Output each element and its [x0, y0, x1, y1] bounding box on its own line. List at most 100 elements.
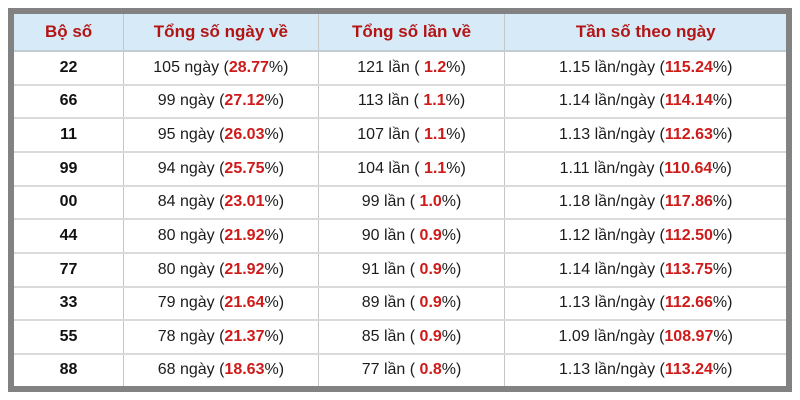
frequency-cell: 1.13 lần/ngày (113.24%) [504, 352, 786, 386]
frequency-cell: 1.18 lần/ngày (117.86%) [504, 184, 786, 220]
cell-text: 80 ngày ( [157, 227, 225, 245]
cell-text: 80 ngày ( [157, 260, 225, 278]
total-times-cell: 104 lần ( 1.1%) [317, 150, 505, 186]
cell-text: %) [712, 260, 733, 278]
total-times-cell: 90 lần ( 0.9%) [317, 218, 505, 253]
pair-number-cell: 00 [14, 184, 124, 220]
percent-value: 0.9 [419, 328, 442, 346]
cell-text: %) [264, 361, 285, 379]
cell-text: 1.13 lần/ngày ( [558, 126, 665, 144]
cell-text: 78 ngày ( [157, 328, 225, 346]
percent-value: 113.24 [664, 361, 713, 379]
percent-value: 112.66 [664, 294, 713, 312]
pair-number-cell: 55 [14, 319, 124, 354]
pair-number-cell: 99 [14, 150, 124, 186]
percent-value: 21.37 [224, 328, 265, 346]
cell-text: %) [441, 294, 462, 312]
cell-text: %) [264, 126, 285, 144]
cell-text: 107 lần ( [357, 126, 424, 144]
percent-value: 112.63 [664, 126, 713, 144]
percent-value: 108.97 [664, 328, 714, 346]
cell-text: 1.14 lần/ngày ( [558, 260, 665, 278]
pair-number-cell: 77 [14, 251, 124, 287]
frequency-cell: 1.12 lần/ngày (112.50%) [504, 218, 786, 253]
cell-text: %) [264, 193, 285, 211]
frequency-cell: 1.13 lần/ngày (112.63%) [504, 117, 786, 152]
statistics-table-frame: Bộ số Tổng số ngày về Tổng số lần về Tần… [8, 8, 792, 392]
cell-text: 1.14 lần/ngày ( [558, 92, 665, 110]
total-days-cell: 68 ngày (18.63%) [123, 352, 319, 386]
cell-text: 1.11 lần/ngày ( [559, 159, 665, 177]
percent-value: 0.8 [419, 361, 442, 379]
total-times-cell: 113 lần ( 1.1%) [317, 83, 505, 119]
cell-text: 1.15 lần/ngày ( [558, 58, 665, 76]
frequency-cell: 1.14 lần/ngày (113.75%) [504, 251, 786, 287]
cell-text: 77 lần ( [361, 361, 420, 379]
percent-value: 21.64 [224, 294, 265, 312]
cell-text: 68 ngày ( [157, 361, 225, 379]
cell-text: %) [712, 294, 733, 312]
cell-text: %) [264, 227, 285, 245]
cell-text: 99 lần ( [361, 193, 420, 211]
percent-value: 26.03 [224, 126, 265, 144]
pair-number-cell: 33 [14, 285, 124, 321]
percent-value: 25.75 [224, 159, 265, 177]
cell-text: %) [712, 193, 733, 211]
total-times-cell: 107 lần ( 1.1%) [317, 117, 505, 152]
cell-text: 85 lần ( [361, 328, 420, 346]
frequency-cell: 1.11 lần/ngày (110.64%) [504, 150, 786, 186]
total-times-cell: 99 lần ( 1.0%) [317, 184, 505, 220]
cell-text: %) [712, 227, 733, 245]
total-days-cell: 99 ngày (27.12%) [123, 83, 319, 119]
total-days-cell: 95 ngày (26.03%) [123, 117, 319, 152]
total-times-cell: 91 lần ( 0.9%) [317, 251, 505, 287]
total-times-cell: 89 lần ( 0.9%) [317, 285, 505, 321]
cell-text: %) [712, 159, 732, 177]
cell-text: %) [441, 328, 462, 346]
cell-text: %) [712, 58, 733, 76]
cell-text: %) [712, 126, 733, 144]
cell-text: 121 lần ( [357, 58, 424, 76]
pair-number-cell: 11 [14, 117, 124, 152]
pair-number-cell: 88 [14, 352, 124, 386]
cell-text: %) [446, 126, 466, 144]
cell-text: 95 ngày ( [157, 126, 225, 144]
cell-text: %) [446, 159, 466, 177]
table-row: 00 84 ngày (23.01%) 99 lần ( 1.0%) 1.18 lần… [14, 184, 786, 220]
percent-value: 0.9 [419, 294, 442, 312]
cell-text: 105 ngày ( [153, 58, 229, 76]
table-row: 11 95 ngày (26.03%) 107 lần ( 1.1%) 1.13 lầ… [14, 117, 786, 152]
cell-text: 84 ngày ( [157, 193, 225, 211]
pair-number-cell: 44 [14, 218, 124, 253]
pair-number-cell: 22 [14, 51, 124, 85]
table-row: 99 94 ngày (25.75%) 104 lần ( 1.1%) 1.11 lầ… [14, 150, 786, 186]
cell-text: %) [712, 92, 733, 110]
cell-text: 104 lần ( [357, 159, 424, 177]
percent-value: 18.63 [224, 361, 265, 379]
percent-value: 23.01 [224, 193, 265, 211]
cell-text: %) [712, 361, 733, 379]
frequency-cell: 1.14 lần/ngày (114.14%) [504, 83, 786, 119]
column-header-total-times: Tổng số lần về [317, 14, 505, 52]
table-row: 22 105 ngày (28.77%) 121 lần ( 1.2%) 1.15 l… [14, 51, 786, 85]
column-header-frequency-per-day: Tần số theo ngày [504, 14, 786, 52]
total-times-cell: 85 lần ( 0.9%) [317, 319, 505, 354]
percent-value: 112.50 [664, 227, 713, 245]
percent-value: 1.2 [424, 58, 447, 76]
table-row: 88 68 ngày (18.63%) 77 lần ( 0.8%) 1.13 lần… [14, 352, 786, 386]
column-header-pair: Bộ số [14, 14, 124, 52]
percent-value: 1.1 [424, 126, 447, 144]
lottery-pair-statistics-table: Bộ số Tổng số ngày về Tổng số lần về Tần… [14, 14, 786, 386]
cell-text: 89 lần ( [361, 294, 420, 312]
frequency-cell: 1.09 lần/ngày (108.97%) [504, 319, 786, 354]
percent-value: 113.75 [664, 260, 713, 278]
pair-number-cell: 66 [14, 83, 124, 119]
total-times-cell: 77 lần ( 0.8%) [317, 352, 505, 386]
cell-text: %) [441, 227, 462, 245]
cell-text: %) [441, 361, 462, 379]
cell-text: %) [264, 260, 285, 278]
cell-text: %) [264, 328, 285, 346]
total-days-cell: 79 ngày (21.64%) [123, 285, 319, 321]
cell-text: 1.18 lần/ngày ( [558, 193, 665, 211]
percent-value: 115.24 [664, 58, 713, 76]
